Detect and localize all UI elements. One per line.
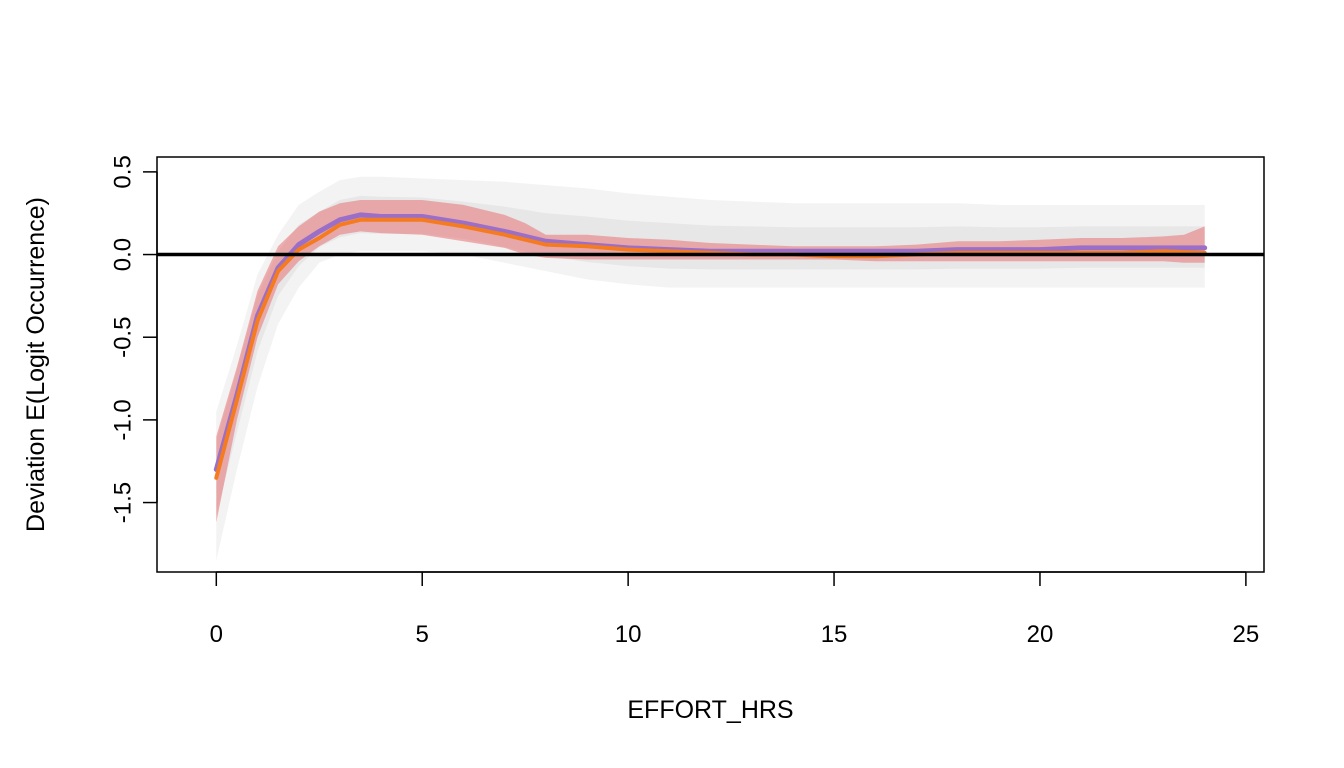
x-axis-title: EFFORT_HRS (627, 696, 793, 724)
y-tick-label: -1.5 (110, 482, 137, 523)
y-tick-label: 0.0 (110, 238, 137, 271)
x-tick-label: 20 (1027, 621, 1054, 648)
y-axis-title: Deviation E(Logit Occurrence) (22, 197, 50, 532)
x-axis: 0 5 10 15 20 25 (210, 571, 1260, 648)
x-tick-label: 5 (416, 621, 429, 648)
x-tick-label: 25 (1233, 621, 1260, 648)
bootstrap-band-layer (216, 176, 1205, 561)
y-tick-label: -0.5 (110, 317, 137, 358)
y-axis: -1.5 -1.0 -0.5 0.0 0.5 (110, 155, 158, 523)
y-tick-label: -1.0 (110, 399, 137, 440)
x-tick-label: 15 (821, 621, 848, 648)
x-tick-label: 10 (615, 621, 642, 648)
y-tick-label: 0.5 (110, 155, 137, 188)
x-tick-label: 0 (210, 621, 223, 648)
bootstrap-band (216, 176, 1205, 561)
